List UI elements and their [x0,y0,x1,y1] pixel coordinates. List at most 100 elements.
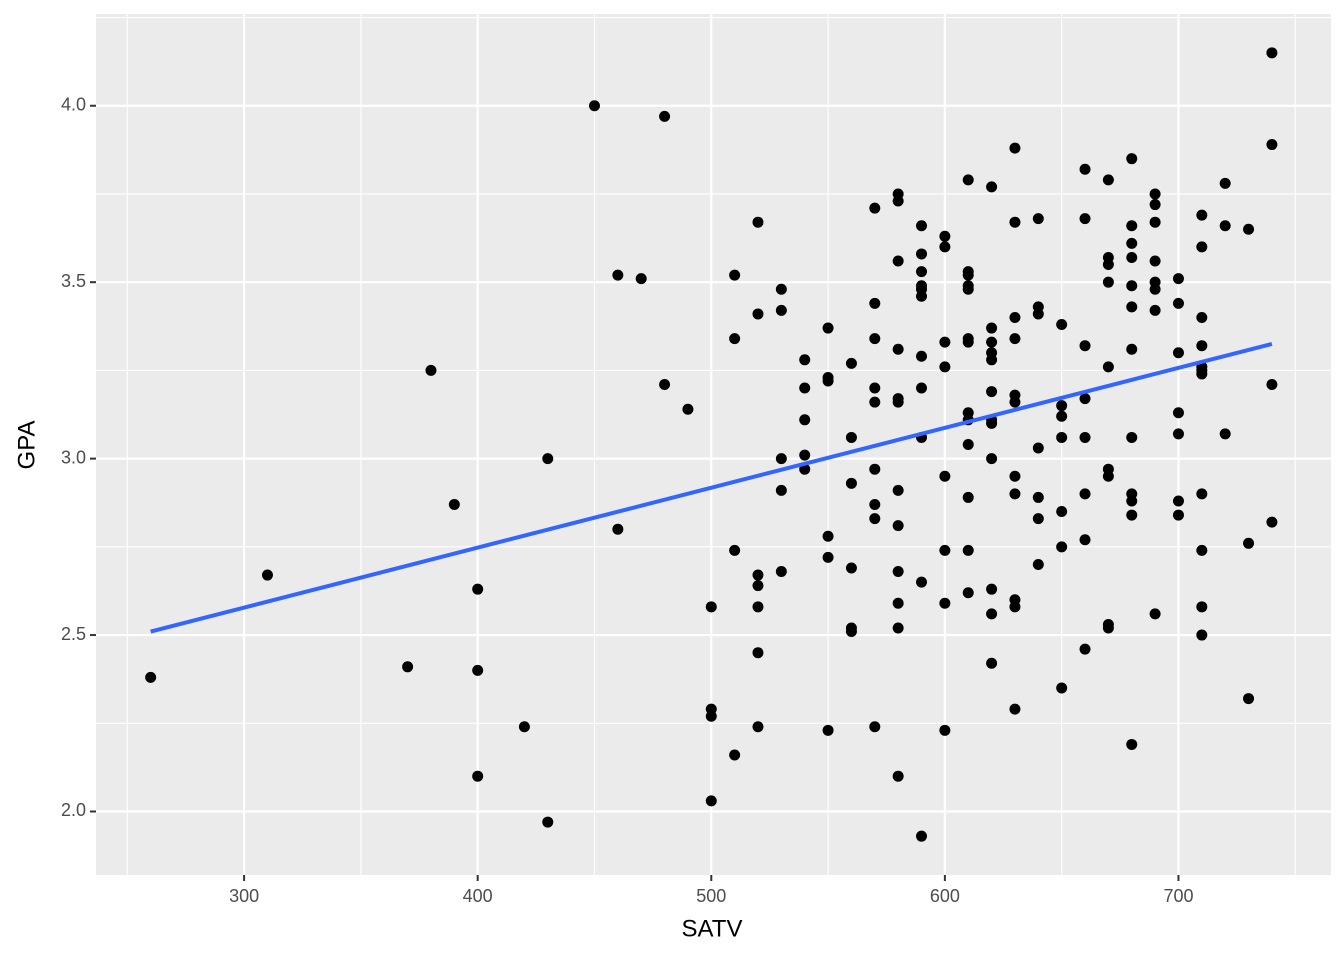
point [869,463,881,475]
point [1126,237,1138,249]
point [775,484,787,496]
point [939,361,951,373]
point [145,671,157,683]
point [892,622,904,634]
point [986,354,998,366]
point [962,439,974,450]
point [542,453,554,465]
point [892,255,904,267]
point [1172,347,1184,359]
point [588,100,600,112]
point [1102,174,1114,186]
point [402,661,414,673]
point [775,453,787,465]
point [869,498,881,510]
point [1009,601,1021,613]
point [916,350,928,362]
point [986,322,998,334]
panel [96,14,1331,875]
point [986,583,998,595]
point [425,364,437,376]
point [799,354,811,366]
point [1126,495,1138,507]
point [1032,558,1044,570]
point [1126,280,1138,292]
point [845,477,857,489]
point [635,273,647,285]
point [1079,340,1091,352]
point [1266,379,1278,391]
point [939,241,951,253]
point [1196,488,1208,500]
point [939,597,951,609]
point [962,491,974,503]
point [1149,255,1161,267]
point [752,580,764,592]
point [869,333,881,345]
point [1079,393,1091,405]
point [775,304,787,316]
point [799,449,811,461]
point [1009,142,1021,154]
point [729,333,741,345]
point [916,576,928,588]
point [892,195,904,207]
point [752,308,764,320]
x-tick-label: 500 [696,886,726,906]
point [869,297,881,309]
point [822,375,834,387]
point [1243,537,1255,549]
point [799,414,811,426]
point [1126,220,1138,232]
point [1009,488,1021,500]
x-tick-label: 300 [229,886,259,906]
point [1126,431,1138,443]
point [1219,220,1231,232]
point [869,382,881,394]
point [799,382,811,394]
point [1149,608,1161,620]
point [1009,333,1021,345]
point [986,386,998,398]
point [986,417,998,429]
point [962,336,974,348]
point [916,266,928,278]
point [1009,703,1021,715]
point [916,382,928,394]
point [822,322,834,334]
point [612,269,624,281]
point [1266,516,1278,528]
point [892,396,904,408]
point [1243,223,1255,235]
point [1149,188,1161,200]
point [892,343,904,355]
point [448,498,460,510]
point [1009,470,1021,482]
point [1056,431,1068,443]
point [1102,259,1114,271]
y-tick-label: 4.0 [61,94,86,114]
point [1126,738,1138,750]
point [916,290,928,302]
point [1056,506,1068,518]
point [1056,541,1068,553]
point [916,248,928,260]
point [1032,308,1044,320]
point [472,664,484,676]
point [1266,139,1278,151]
point [916,830,928,842]
point [1102,276,1114,288]
point [1009,311,1021,323]
point [869,721,881,733]
point [1149,304,1161,316]
point [1079,534,1091,546]
point [892,520,904,532]
point [845,562,857,574]
point [775,566,787,578]
point [1009,216,1021,228]
point [1079,488,1091,500]
point [1032,213,1044,225]
point [892,484,904,496]
